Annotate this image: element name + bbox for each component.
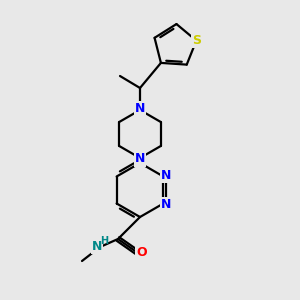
Text: S: S	[192, 34, 201, 47]
Text: N: N	[161, 198, 172, 211]
Text: N: N	[135, 103, 145, 116]
Text: N: N	[92, 239, 102, 253]
Text: H: H	[100, 236, 108, 246]
Text: N: N	[161, 169, 172, 182]
Text: N: N	[135, 152, 145, 166]
Text: O: O	[137, 247, 147, 260]
